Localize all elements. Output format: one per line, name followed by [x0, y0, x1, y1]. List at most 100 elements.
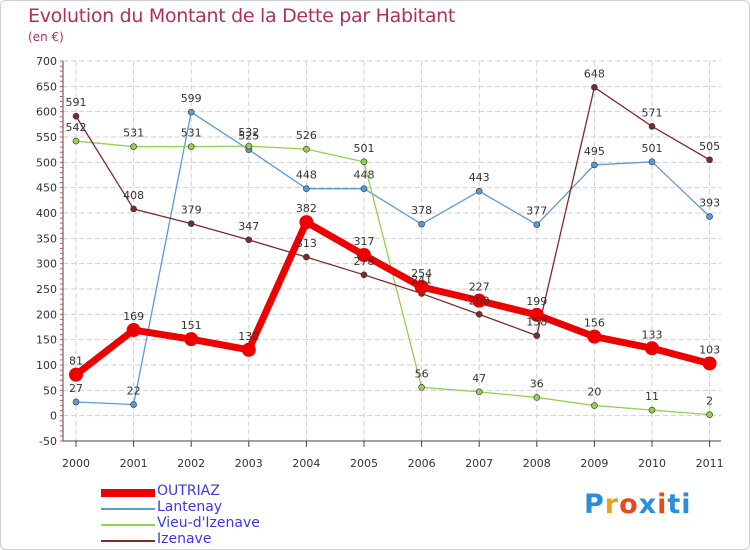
- series-line-Vieu-d'Izenave: [75, 140, 710, 416]
- data-label: 199: [526, 295, 547, 308]
- data-label: 151: [181, 319, 202, 332]
- data-point: [187, 108, 195, 116]
- y-tick-label: 300: [36, 258, 57, 271]
- y-tick-label: 400: [36, 207, 57, 220]
- data-label: 81: [69, 355, 83, 368]
- data-label: 200: [469, 294, 490, 307]
- y-tick-label: 500: [36, 156, 57, 169]
- logo-letter: o: [619, 489, 639, 520]
- logo-letter: t: [667, 489, 682, 520]
- data-point: [529, 307, 544, 322]
- y-tick-label: 350: [36, 232, 57, 245]
- data-label: 317: [354, 235, 375, 248]
- data-point: [587, 329, 602, 344]
- data-label: 448: [296, 169, 317, 182]
- data-point: [648, 158, 656, 166]
- data-label: 501: [642, 142, 663, 155]
- logo-letter: P: [584, 489, 605, 520]
- data-point: [533, 332, 541, 339]
- y-tick-label: 150: [36, 334, 57, 347]
- legend-label: Izenave: [157, 531, 212, 547]
- y-tick-label: 700: [36, 55, 57, 68]
- data-point: [72, 137, 80, 145]
- logo-letter: x: [638, 489, 658, 520]
- y-tick-label: 600: [36, 106, 57, 119]
- data-point: [533, 221, 541, 228]
- data-label: 27: [69, 382, 83, 395]
- legend-swatch: [101, 524, 155, 526]
- data-point: [706, 411, 713, 418]
- x-tick-label: 2005: [350, 457, 378, 470]
- data-point: [72, 112, 80, 120]
- data-label: 2: [706, 395, 713, 408]
- data-label: 531: [181, 127, 202, 140]
- data-label: 47: [472, 372, 486, 385]
- data-point: [126, 323, 141, 338]
- y-tick-label: 450: [36, 182, 57, 195]
- x-tick-label: 2009: [580, 457, 608, 470]
- data-label: 313: [296, 237, 317, 250]
- data-label: 156: [584, 317, 605, 330]
- data-point: [472, 293, 487, 308]
- data-label: 571: [642, 106, 663, 119]
- data-point: [357, 248, 371, 263]
- legend-swatch: [101, 540, 155, 542]
- chart-title: Evolution du Montant de la Dette par Hab…: [28, 5, 456, 27]
- x-tick-label: 2003: [235, 457, 263, 470]
- proxiti-logo: Proxiti: [584, 489, 692, 520]
- legend-swatch: [101, 489, 155, 497]
- x-tick-label: 2008: [523, 457, 551, 470]
- data-point: [303, 185, 310, 192]
- data-label: 20: [587, 386, 601, 399]
- data-point: [72, 398, 80, 406]
- data-label: 158: [526, 316, 547, 329]
- data-label: 648: [584, 67, 605, 80]
- data-point: [475, 187, 483, 195]
- y-tick-label: 0: [50, 410, 57, 423]
- series-line-Lantenay: [75, 111, 711, 406]
- data-point: [130, 143, 137, 150]
- data-point: [360, 158, 368, 166]
- x-tick-label: 2011: [696, 457, 724, 470]
- data-label: 382: [296, 202, 317, 215]
- data-point: [706, 213, 713, 220]
- y-tick-label: 200: [36, 308, 57, 321]
- line-chart: -50 0 50 100 150 200 250 300 350 400 450 500 550 600 6…: [36, 55, 724, 470]
- data-point: [475, 388, 483, 396]
- data-point: [184, 332, 199, 347]
- data-point: [702, 356, 717, 371]
- x-tick-label: 2010: [638, 457, 666, 470]
- data-point: [360, 271, 368, 279]
- data-point: [130, 205, 137, 213]
- data-point: [303, 145, 310, 153]
- data-point: [360, 185, 368, 192]
- data-label: 531: [123, 127, 144, 140]
- data-label: 495: [584, 145, 605, 158]
- logo-letter: i: [657, 489, 668, 520]
- data-label: 379: [181, 204, 202, 217]
- data-label: 532: [238, 126, 259, 139]
- data-point: [187, 143, 195, 150]
- y-tick-label: 650: [36, 80, 57, 93]
- data-label: 254: [411, 267, 432, 280]
- legend-swatch: [101, 508, 155, 510]
- x-tick-label: 2002: [177, 457, 205, 470]
- data-label: 227: [469, 281, 490, 294]
- chart-subtitle: (en €): [28, 30, 64, 44]
- data-point: [475, 311, 483, 318]
- data-label: 22: [127, 385, 141, 398]
- data-point: [187, 220, 195, 227]
- x-tick-label: 2006: [408, 457, 436, 470]
- data-label: 448: [354, 169, 375, 182]
- logo-letter: i: [681, 489, 692, 520]
- y-tick-label: 50: [43, 384, 57, 397]
- series-line-Izenave: [75, 86, 710, 337]
- x-tick-label: 2004: [292, 457, 320, 470]
- data-label: 103: [699, 343, 720, 356]
- data-label: 130: [238, 330, 259, 343]
- legend-label: OUTRIAZ: [157, 483, 220, 499]
- data-point: [648, 123, 656, 130]
- data-label: 11: [645, 390, 659, 403]
- data-point: [130, 401, 137, 408]
